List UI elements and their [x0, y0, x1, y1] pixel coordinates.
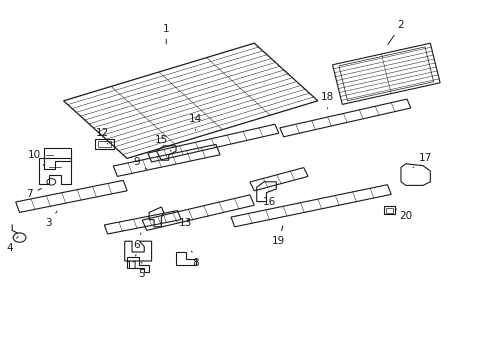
Bar [95, 139, 114, 149]
Text: 4: 4 [6, 236, 18, 253]
Text: 10: 10 [28, 150, 44, 166]
Bar [98, 141, 111, 147]
Text: 17: 17 [412, 153, 431, 167]
Text: 15: 15 [154, 135, 171, 151]
Text: 20: 20 [395, 209, 411, 221]
Text: 16: 16 [262, 191, 275, 207]
Text: 5: 5 [138, 262, 145, 279]
Text: 19: 19 [271, 226, 285, 246]
Text: 6: 6 [133, 233, 141, 250]
Text: 9: 9 [133, 157, 146, 169]
Text: 13: 13 [179, 218, 192, 228]
Text: 18: 18 [320, 92, 334, 109]
Text: 7: 7 [26, 188, 41, 199]
Text: 8: 8 [191, 251, 199, 268]
Bar [383, 206, 394, 214]
Text: 3: 3 [45, 211, 57, 228]
Text: 2: 2 [387, 20, 404, 45]
Text: 12: 12 [96, 128, 109, 144]
Text: 14: 14 [188, 114, 202, 130]
Text: 1: 1 [163, 24, 169, 44]
Text: 11: 11 [125, 255, 139, 271]
Bar [385, 208, 392, 213]
